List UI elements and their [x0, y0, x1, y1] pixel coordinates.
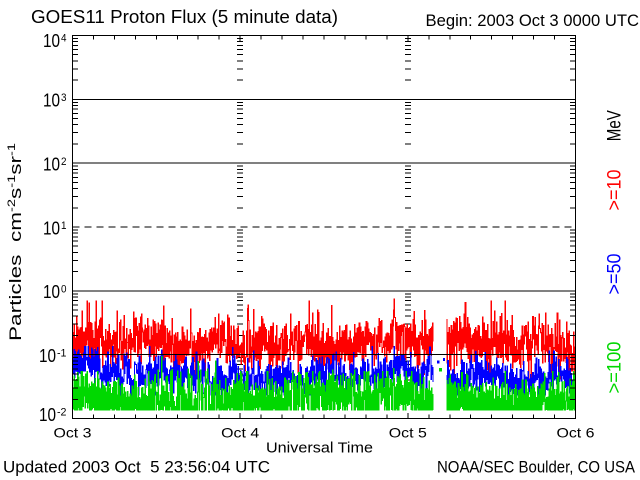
- svg-text:4: 4: [61, 32, 67, 44]
- svg-text:10: 10: [43, 155, 60, 175]
- svg-text:GOES11 Proton Flux (5 minute d: GOES11 Proton Flux (5 minute data): [31, 7, 338, 27]
- svg-text:NOAA/SEC Boulder, CO USA: NOAA/SEC Boulder, CO USA: [437, 458, 636, 477]
- svg-text:3: 3: [61, 92, 67, 104]
- svg-text:>=100: >=100: [605, 342, 626, 394]
- svg-text:-2: -2: [57, 406, 67, 418]
- svg-text:10: 10: [39, 405, 56, 425]
- svg-text:Oct 6: Oct 6: [557, 425, 595, 441]
- svg-text:-1: -1: [57, 348, 67, 360]
- svg-text:1: 1: [61, 220, 67, 232]
- svg-text:MeV: MeV: [605, 110, 626, 141]
- svg-text:10: 10: [39, 346, 56, 366]
- svg-text:Oct 3: Oct 3: [54, 425, 92, 441]
- svg-text:10: 10: [43, 31, 60, 51]
- svg-text:>=10: >=10: [605, 170, 626, 211]
- svg-text:Updated 2003 Oct 5 23:56:04 U: Updated 2003 Oct 5 23:56:04 UTC: [3, 458, 270, 477]
- svg-text:Oct 4: Oct 4: [221, 425, 259, 441]
- svg-text:Particles cm-2s-1sr-1: Particles cm-2s-1sr-1: [6, 143, 25, 341]
- svg-text:2: 2: [61, 156, 67, 168]
- svg-text:Oct 5: Oct 5: [389, 425, 427, 441]
- svg-text:>=50: >=50: [605, 254, 626, 295]
- svg-text:Begin: 2003 Oct 3 0000 UTC: Begin: 2003 Oct 3 0000 UTC: [426, 11, 640, 30]
- svg-text:10: 10: [43, 218, 60, 238]
- svg-text:Universal Time: Universal Time: [266, 440, 373, 457]
- svg-text:0: 0: [61, 284, 67, 296]
- svg-text:10: 10: [43, 282, 60, 302]
- svg-text:10: 10: [43, 91, 60, 111]
